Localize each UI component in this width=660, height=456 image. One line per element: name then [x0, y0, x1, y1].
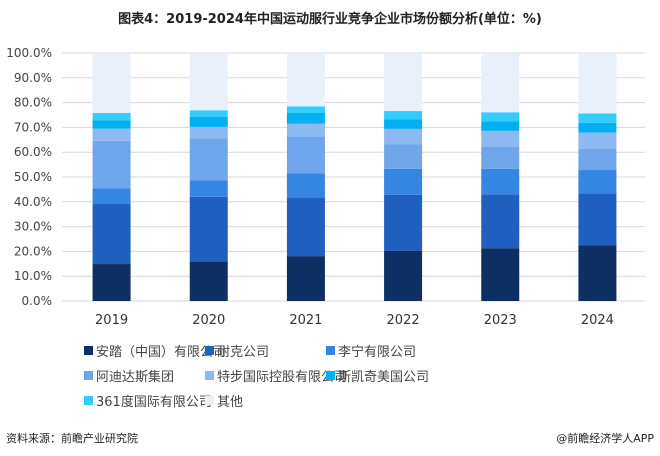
legend-label: 李宁有限公司: [338, 345, 417, 360]
source-note: 资料来源：前瞻产业研究院: [6, 432, 138, 445]
bar-segment-2020-5: [189, 116, 228, 127]
bar-segment-2020-2: [189, 180, 228, 197]
bar-segment-2022-7: [384, 53, 423, 112]
legend-item: 斯凯奇美国公司: [326, 366, 429, 385]
bar-segment-2020-0: [189, 261, 228, 301]
legend-label: 361度国际有限公司: [96, 395, 212, 410]
bar-segment-2020-4: [189, 126, 228, 139]
legend-item: 耐克公司: [205, 341, 269, 360]
bar-segment-2019-7: [92, 53, 131, 114]
bar-segment-2023-3: [481, 146, 520, 169]
bar-segment-2019-5: [92, 120, 131, 129]
bar-segment-2024-3: [578, 148, 617, 171]
x-tick-label: 2023: [484, 313, 517, 328]
legend-swatch: [205, 346, 214, 355]
bar-segment-2023-2: [481, 168, 520, 195]
bar-segment-2023-1: [481, 194, 520, 249]
legend-swatch: [326, 371, 335, 380]
bar-segment-2021-0: [286, 256, 325, 301]
legend-label: 安踏（中国）有限公司: [96, 345, 227, 360]
bar-segment-2021-2: [286, 173, 325, 198]
bar-segment-2024-6: [578, 113, 617, 123]
bar-segment-2019-0: [92, 264, 131, 301]
x-tick-label: 2022: [387, 313, 420, 328]
legend-item: 阿迪达斯集团: [84, 366, 174, 385]
legend-swatch: [205, 371, 214, 380]
legend-label: 特步国际控股有限公司: [217, 370, 348, 385]
legend-label: 斯凯奇美国公司: [338, 370, 430, 385]
legend-swatch: [84, 371, 93, 380]
bar-segment-2022-5: [384, 119, 423, 129]
x-tick-label: 2021: [289, 313, 322, 328]
bar-segment-2023-7: [481, 53, 520, 113]
legend-item: 安踏（中国）有限公司: [84, 341, 226, 360]
legend-swatch: [205, 396, 214, 405]
bar-segment-2024-5: [578, 122, 617, 133]
bar-segment-2022-1: [384, 194, 423, 251]
legend-item: 361度国际有限公司: [84, 391, 212, 410]
legend-item: 其他: [205, 391, 243, 410]
y-tick-label: 20.0%: [14, 244, 52, 258]
bar-segment-2019-6: [92, 113, 131, 121]
chart-title: 图表4：2019-2024年中国运动服行业竞争企业市场份额分析(单位：%): [118, 12, 542, 27]
legend-item: 特步国际控股有限公司: [205, 366, 347, 385]
y-tick-label: 80.0%: [14, 96, 52, 110]
bar-segment-2022-6: [384, 111, 423, 120]
legend-label: 阿迪达斯集团: [96, 370, 175, 385]
y-tick-label: 70.0%: [14, 120, 52, 134]
stacked-bar-chart: 0.0% 10.0% 20.0% 30.0% 40.0% 50.0% 60.0% 70.0% 8…: [6, 46, 645, 328]
bar-segment-2020-3: [189, 138, 228, 181]
bar-segment-2022-2: [384, 168, 423, 195]
legend-label: 耐克公司: [217, 345, 270, 360]
credit-note: @前瞻经济学人APP: [556, 432, 654, 445]
x-tick-label: 2019: [95, 313, 128, 328]
x-tick-label: 2020: [192, 313, 225, 328]
y-tick-label: 30.0%: [14, 220, 52, 234]
y-tick-label: 90.0%: [14, 71, 52, 85]
bar-segment-2019-3: [92, 140, 131, 189]
y-tick-label: 40.0%: [14, 195, 52, 209]
bar-segment-2021-1: [286, 197, 325, 257]
y-tick-label: 10.0%: [14, 269, 52, 283]
bar-segment-2021-6: [286, 106, 325, 114]
x-tick-label: 2024: [581, 313, 614, 328]
y-tick-label: 50.0%: [14, 170, 52, 184]
bar-segment-2024-2: [578, 170, 617, 194]
legend-label: 其他: [217, 395, 244, 410]
bar-segment-2021-5: [286, 113, 325, 124]
bar-segment-2021-7: [286, 53, 325, 107]
bar-segment-2022-0: [384, 250, 423, 301]
y-tick-label: 100.0%: [6, 46, 52, 60]
legend-swatch: [326, 346, 335, 355]
bar-segment-2019-1: [92, 204, 131, 265]
bar-segment-2020-6: [189, 110, 228, 117]
bar-segment-2021-3: [286, 136, 325, 174]
bar-segment-2024-4: [578, 132, 617, 149]
legend-item: 李宁有限公司: [326, 341, 416, 360]
legend-swatch: [84, 396, 93, 405]
bar-segment-2019-2: [92, 188, 131, 205]
bar-segment-2023-5: [481, 121, 520, 131]
bar-segment-2024-1: [578, 193, 617, 246]
y-tick-label: 60.0%: [14, 145, 52, 159]
bar-segment-2023-4: [481, 130, 520, 147]
legend-swatch: [84, 346, 93, 355]
bar-segment-2023-6: [481, 112, 520, 122]
y-tick-label: 0.0%: [22, 294, 53, 308]
bar-segment-2019-4: [92, 128, 131, 141]
bar-segment-2023-0: [481, 248, 520, 301]
bar-segment-2020-7: [189, 53, 228, 111]
bar-segment-2021-4: [286, 123, 325, 137]
bar-segment-2024-7: [578, 53, 617, 114]
bar-segment-2022-4: [384, 128, 423, 145]
bar-segment-2024-0: [578, 245, 617, 301]
bar-segment-2020-1: [189, 196, 228, 262]
bar-segment-2022-3: [384, 144, 423, 169]
